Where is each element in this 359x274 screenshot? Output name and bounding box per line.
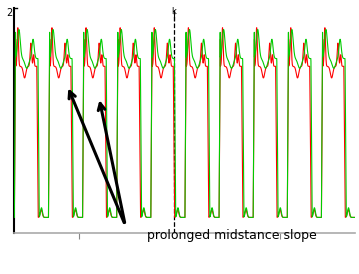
Text: k: k [172,7,176,16]
Text: 2: 2 [6,8,13,18]
Text: prolonged midstance slope: prolonged midstance slope [148,229,317,242]
